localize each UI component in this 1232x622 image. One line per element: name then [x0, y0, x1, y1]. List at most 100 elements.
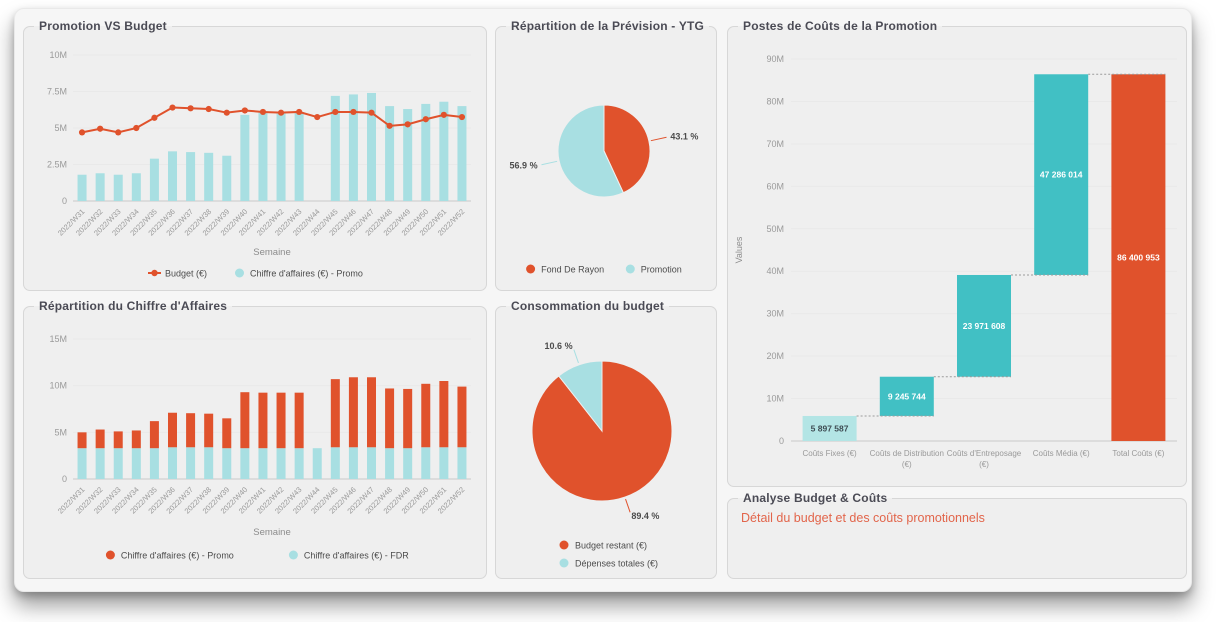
pie-pct-label: 10.6 % [545, 341, 573, 351]
bar-segment [348, 94, 358, 201]
x-axis-title: Semaine [253, 527, 291, 538]
bar-segment [113, 448, 123, 479]
panel-consommation-budget: Consommation du budget 89.4 % 10.6 % Budge… [495, 299, 717, 579]
y-axis-title: Values [734, 236, 744, 263]
bar-segment [186, 447, 196, 479]
bar-segment [149, 158, 159, 201]
bar-value-label: 23 971 608 [963, 321, 1006, 331]
bar-segment [457, 106, 467, 201]
line-point [78, 129, 86, 136]
bar-segment [385, 388, 395, 449]
bar-segment [421, 383, 431, 448]
bar-segment [403, 448, 413, 479]
legend-item [559, 558, 569, 568]
line-point [314, 113, 321, 121]
pie-slice [603, 104, 651, 194]
line-point [97, 125, 104, 132]
panel-analyse-budget-couts: Analyse Budget & Coûts Détail du budget … [727, 491, 1187, 579]
line-point [422, 116, 429, 123]
pie-slice [557, 104, 624, 198]
svg-text:Budget (€): Budget (€) [165, 269, 207, 279]
bar-segment [113, 174, 123, 201]
bar-segment [222, 448, 232, 479]
line-series [81, 106, 463, 134]
bar-value-label: 5 897 587 [811, 423, 849, 433]
panel-title-prevision-ytg: Répartition de la Prévision - YTG [511, 19, 705, 33]
legend-item: Chiffre d'affaires (€) - Promo [105, 550, 234, 561]
pie-pct-label: 89.4 % [631, 511, 659, 521]
line-point [350, 108, 357, 116]
pie-pct-label: 56.9 % [510, 161, 538, 171]
y-tick-label: 10M [49, 381, 67, 391]
bar-segment [421, 103, 431, 201]
y-tick-label: 10M [49, 50, 67, 60]
legend-item: Promotion [625, 264, 682, 275]
bar-segment [330, 95, 340, 201]
detail-budget-link[interactable]: Détail du budget et des coûts promotionn… [741, 511, 985, 525]
pie-slice [558, 360, 603, 433]
dashboard-card: Promotion VS Budget 0 2.5M 5M 7.5M 10M 2022/W… [14, 8, 1192, 592]
bar-segment [258, 392, 268, 449]
waterfall-bar [957, 274, 1011, 377]
bar-segment [403, 388, 413, 449]
svg-text:Chiffre d'affaires (€) - FDR: Chiffre d'affaires (€) - FDR [304, 551, 409, 561]
line-point [277, 109, 285, 116]
y-tick-label: 7.5M [47, 87, 67, 97]
label-leader-line [625, 498, 631, 513]
legend-item: Chiffre d'affaires (€) - Promo [235, 268, 363, 279]
bar-segment [113, 431, 123, 449]
x-tick-label: (€) [902, 460, 912, 469]
waterfall-bar [802, 415, 857, 441]
y-tick-label: 15M [49, 334, 67, 344]
bar-segment [222, 418, 232, 449]
y-tick-label: 70M [766, 139, 784, 149]
line-point [223, 109, 230, 116]
svg-text:Dépenses totales (€): Dépenses totales (€) [575, 559, 658, 569]
bar-segment [149, 448, 159, 479]
panel-promotion-vs-budget: Promotion VS Budget 0 2.5M 5M 7.5M 10M 2022/W… [23, 19, 487, 291]
bar-segment [168, 151, 177, 201]
y-tick-label: 50M [766, 224, 784, 234]
waterfall-bar [1034, 74, 1089, 275]
x-tick-label: Coûts de Distribution [870, 449, 944, 458]
y-tick-label: 0 [62, 474, 67, 484]
bar-segment [294, 392, 304, 449]
bar-segment [421, 447, 431, 479]
bar-segment [294, 111, 304, 201]
bar-value-label: 47 286 014 [1040, 170, 1083, 180]
x-axis-title: Semaine [253, 247, 291, 258]
line-point [296, 108, 303, 116]
bar-segment [186, 413, 196, 448]
y-tick-label: 60M [766, 181, 784, 191]
bar-segment [348, 447, 358, 479]
bar-segment [186, 152, 196, 201]
legend-item: Budget (€) [148, 269, 207, 279]
pie-pct-label: 43.1 % [670, 131, 698, 141]
bar-segment [204, 152, 214, 201]
label-leader-line [541, 160, 558, 166]
prevision-ytg-pie-chart: 43.1 % 56.9 % Fond De Rayon Promotion [510, 104, 698, 275]
legend-item [559, 540, 569, 550]
bar-segment [403, 109, 413, 201]
bar-segment [149, 421, 159, 449]
bar-segment [294, 448, 304, 479]
y-tick-label: 80M [766, 96, 784, 106]
panel-title-postes-couts: Postes de Coûts de la Promotion [743, 19, 938, 33]
bar-segment [240, 448, 250, 479]
bar-segment [330, 379, 340, 448]
bar-segment [367, 377, 376, 448]
x-tick-label: Coûts d'Entreposage [947, 449, 1022, 458]
x-tick-label: Total Coûts (€) [1112, 449, 1164, 458]
label-leader-line [650, 136, 667, 142]
svg-text:Fond De Rayon: Fond De Rayon [541, 265, 604, 275]
bar-segment [276, 392, 286, 449]
line-point [368, 109, 375, 116]
y-tick-label: 40M [766, 266, 784, 276]
line-point [241, 107, 248, 114]
bar-segment [131, 430, 141, 449]
y-tick-label: 2.5M [47, 160, 67, 170]
consommation-budget-pie-chart: 89.4 % 10.6 % Budget restant (€) Dépenses t… [531, 341, 673, 569]
bar-segment [168, 412, 177, 448]
panel-title-consommation-budget: Consommation du budget [511, 299, 665, 313]
y-tick-label: 20M [766, 351, 784, 361]
